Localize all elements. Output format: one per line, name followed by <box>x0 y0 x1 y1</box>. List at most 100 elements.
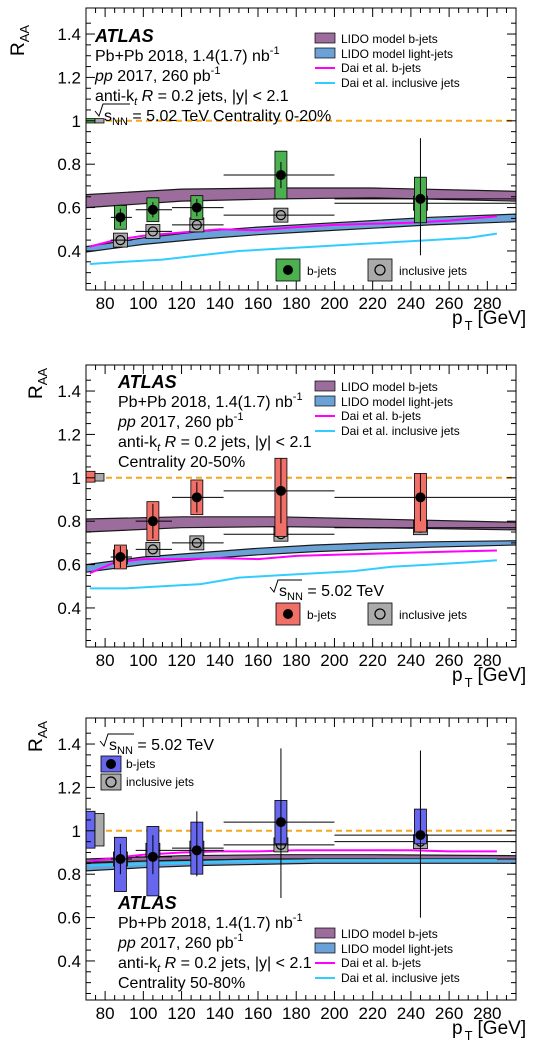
sqrt-symbol-icon <box>99 733 134 748</box>
legend-incl-swatch <box>100 773 122 791</box>
legend-lido-light: LIDO model light-jets <box>341 47 453 61</box>
y-axis-label: RAA <box>26 721 50 752</box>
x-tick-label: 160 <box>244 1004 272 1023</box>
atlas-label: ATLAS <box>117 372 177 392</box>
panel-centrality-0-20: 80 100 120 140 160 180 200 220 240 260 280 0.4 0.6 0.… <box>8 7 526 333</box>
x-tick-label: 160 <box>244 651 272 670</box>
series-layer <box>86 748 516 918</box>
centrality-label: Centrality 50-80% <box>118 975 245 992</box>
energy-label: sNN = 5.02 TeV <box>109 737 214 757</box>
energy-centrality-label: sNN = 5.02 TeV Centrality 0-20% <box>104 108 331 128</box>
y-tick-label: 0.6 <box>57 556 81 575</box>
annotation-block: ATLAS Pb+Pb 2018, 1.4(1.7) nb-1 pp 2017,… <box>117 372 312 471</box>
svg-text:pT[GeV]: p T [GeV] <box>452 1018 526 1043</box>
legend-lido-light: LIDO model light-jets <box>341 942 453 956</box>
svg-text:RAA: RAA <box>26 721 50 752</box>
bjet-point <box>191 845 202 856</box>
legend-data: sNN = 5.02 TeV b-jets inclusive jets <box>99 733 214 791</box>
x-tick-label: 260 <box>435 651 463 670</box>
legend-dai-incl: Dai et al. inclusive jets <box>341 76 460 90</box>
x-tick-label: 220 <box>358 1004 386 1023</box>
antikt-label: anti-kt R = 0.2 jets, |y| < 2.1 <box>118 955 312 975</box>
legend-incl-marker <box>374 608 386 620</box>
y-tick-label: 1 <box>72 469 81 488</box>
bjet-point <box>191 492 202 503</box>
y-tick-label: 0.8 <box>57 512 81 531</box>
legend-lido-light: LIDO model light-jets <box>341 395 453 409</box>
series-layer <box>86 118 516 265</box>
bjet-point <box>147 851 158 862</box>
y-tick-label: 1.2 <box>57 425 81 444</box>
y-tick-label: 1.2 <box>57 68 81 87</box>
legend-lido-b: LIDO model b-jets <box>341 32 438 46</box>
legend-dai-b: Dai et al. b-jets <box>341 956 421 970</box>
legend-incl-marker <box>105 776 117 788</box>
svg-text:RAA: RAA <box>26 368 50 399</box>
y-tick-label: 0.6 <box>57 199 81 218</box>
x-tick-label: 200 <box>320 651 348 670</box>
x-tick-label: 140 <box>206 651 234 670</box>
legend-bjets: b-jets <box>126 757 155 771</box>
x-tick-label: 280 <box>473 1004 501 1023</box>
dai-b-line <box>89 549 497 575</box>
incl-point <box>115 235 126 246</box>
y-tick-label: 1.4 <box>57 735 81 754</box>
antikt-label: anti-kt R = 0.2 jets, |y| < 2.1 <box>95 88 289 108</box>
y-tick-label: 1.2 <box>57 778 81 797</box>
legend-incl-swatch <box>367 602 393 626</box>
y-tick-label: 0.4 <box>57 242 81 261</box>
x-tick-label: 280 <box>473 294 501 313</box>
x-tick-label: 260 <box>435 294 463 313</box>
legend-data: b-jets inclusive jets <box>275 258 467 282</box>
legend-models: LIDO model b-jets LIDO model light-jets … <box>314 927 460 985</box>
legend-dai-incl: Dai et al. inclusive jets <box>341 971 460 985</box>
x-tick-label: 280 <box>473 651 501 670</box>
annotation-block: ATLAS Pb+Pb 2018, 1.4(1.7) nb-1 pp 2017,… <box>94 26 331 128</box>
sqrt-symbol-icon <box>269 579 302 594</box>
plot-frame <box>85 717 517 1001</box>
x-tick-label: 200 <box>320 294 348 313</box>
bjet-point <box>191 202 202 213</box>
norm-box-bjets <box>86 470 96 483</box>
norm-box-bjets <box>86 810 96 849</box>
x-tick-label: 220 <box>358 294 386 313</box>
legend-models: LIDO model b-jets LIDO model light-jets … <box>314 32 460 90</box>
pp-label: pp 2017, 260 pb-1 <box>94 65 220 85</box>
series-layer <box>86 457 516 590</box>
x-tick-label: 100 <box>129 651 157 670</box>
norm-box-incl <box>94 813 105 847</box>
incl-point <box>191 537 202 548</box>
x-tick-label: 100 <box>129 1004 157 1023</box>
plot-frame <box>85 7 517 291</box>
legend-incl: inclusive jets <box>399 264 467 278</box>
legend-dai-b: Dai et al. b-jets <box>341 409 421 423</box>
x-tick-label: 140 <box>206 294 234 313</box>
x-tick-label: 80 <box>96 1004 115 1023</box>
legend-lido-light-swatch <box>314 942 336 954</box>
bjet-point <box>415 193 426 204</box>
legend-lido-b: LIDO model b-jets <box>341 380 438 394</box>
x-tick-label: 200 <box>320 1004 348 1023</box>
x-tick-label: 260 <box>435 1004 463 1023</box>
y-axis-label: RAA <box>26 368 50 399</box>
pp-label: pp 2017, 260 pb-1 <box>117 932 243 952</box>
x-tick-label: 180 <box>282 651 310 670</box>
legend-incl-marker <box>374 264 386 276</box>
y-axis-label: RAA <box>8 25 32 56</box>
y-tick-label: 0.6 <box>57 909 81 928</box>
legend-bjets-marker <box>283 609 293 619</box>
plot-area: 80 100 120 140 160 180 200 220 240 260 280 0.4 0.6 0.… <box>57 7 517 313</box>
incl-point <box>275 210 287 221</box>
antikt-label: anti-kt R = 0.2 jets, |y| < 2.1 <box>118 434 312 454</box>
y-tick-label: 0.4 <box>57 952 81 971</box>
pp-label: pp 2017, 260 pb-1 <box>117 411 243 431</box>
norm-box-incl <box>94 473 105 482</box>
legend-dai-b: Dai et al. b-jets <box>341 61 421 75</box>
x-tick-label: 240 <box>397 651 425 670</box>
norm-box-incl <box>94 118 105 124</box>
svg-text:pT[GeV]: p T [GeV] <box>452 308 526 333</box>
legend-lido-b-swatch <box>314 380 336 392</box>
x-tick-label: 120 <box>167 1004 195 1023</box>
lido-light-band <box>86 540 516 573</box>
